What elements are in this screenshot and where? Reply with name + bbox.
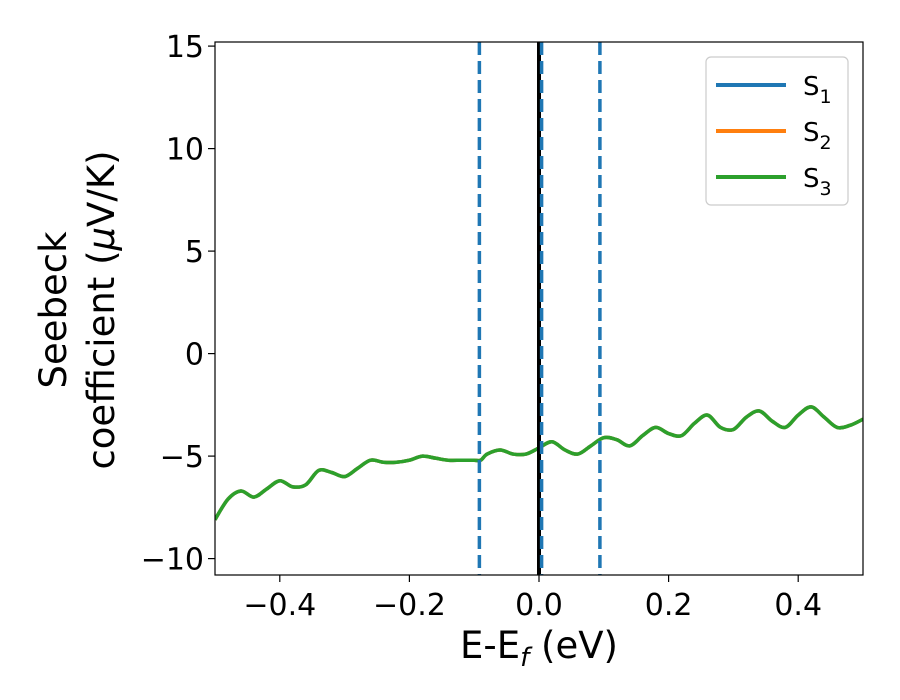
- svg-text:Seebeck: Seebeck: [32, 231, 75, 389]
- plot-area: [215, 42, 863, 575]
- y-tick-label: −10: [141, 543, 204, 578]
- y-axis-title: Seebeck coefficient (μV/K): [32, 150, 123, 469]
- legend-label-s1: S1: [803, 72, 832, 108]
- axes-layer: −0.4 −0.2 0.0 0.2 0.4 −10 −5 0 5 10 15 E-Ef (eV) See…: [32, 30, 864, 673]
- y-tick-label: 5: [185, 235, 204, 270]
- legend-label-s3: S3: [803, 164, 832, 200]
- x-tick-label: 0.0: [515, 588, 563, 623]
- legend: S1 S2 S3: [705, 56, 849, 206]
- x-tick-label: 0.4: [774, 588, 822, 623]
- y-tick-label: 15: [166, 30, 204, 65]
- plot-layer: [215, 42, 863, 575]
- y-tick-label: −5: [160, 440, 204, 475]
- x-tick-label: −0.2: [373, 588, 446, 623]
- x-tick-label: 0.2: [645, 588, 693, 623]
- svg-text:coefficient (μV/K): coefficient (μV/K): [80, 150, 123, 469]
- legend-label-s2: S2: [803, 118, 832, 154]
- y-tick-label: 10: [166, 133, 204, 168]
- series-line-s3: [215, 405, 863, 521]
- x-tick-label: −0.4: [243, 588, 316, 623]
- x-axis-title: E-Ef (eV): [460, 624, 618, 673]
- y-tick-label: 0: [185, 338, 204, 373]
